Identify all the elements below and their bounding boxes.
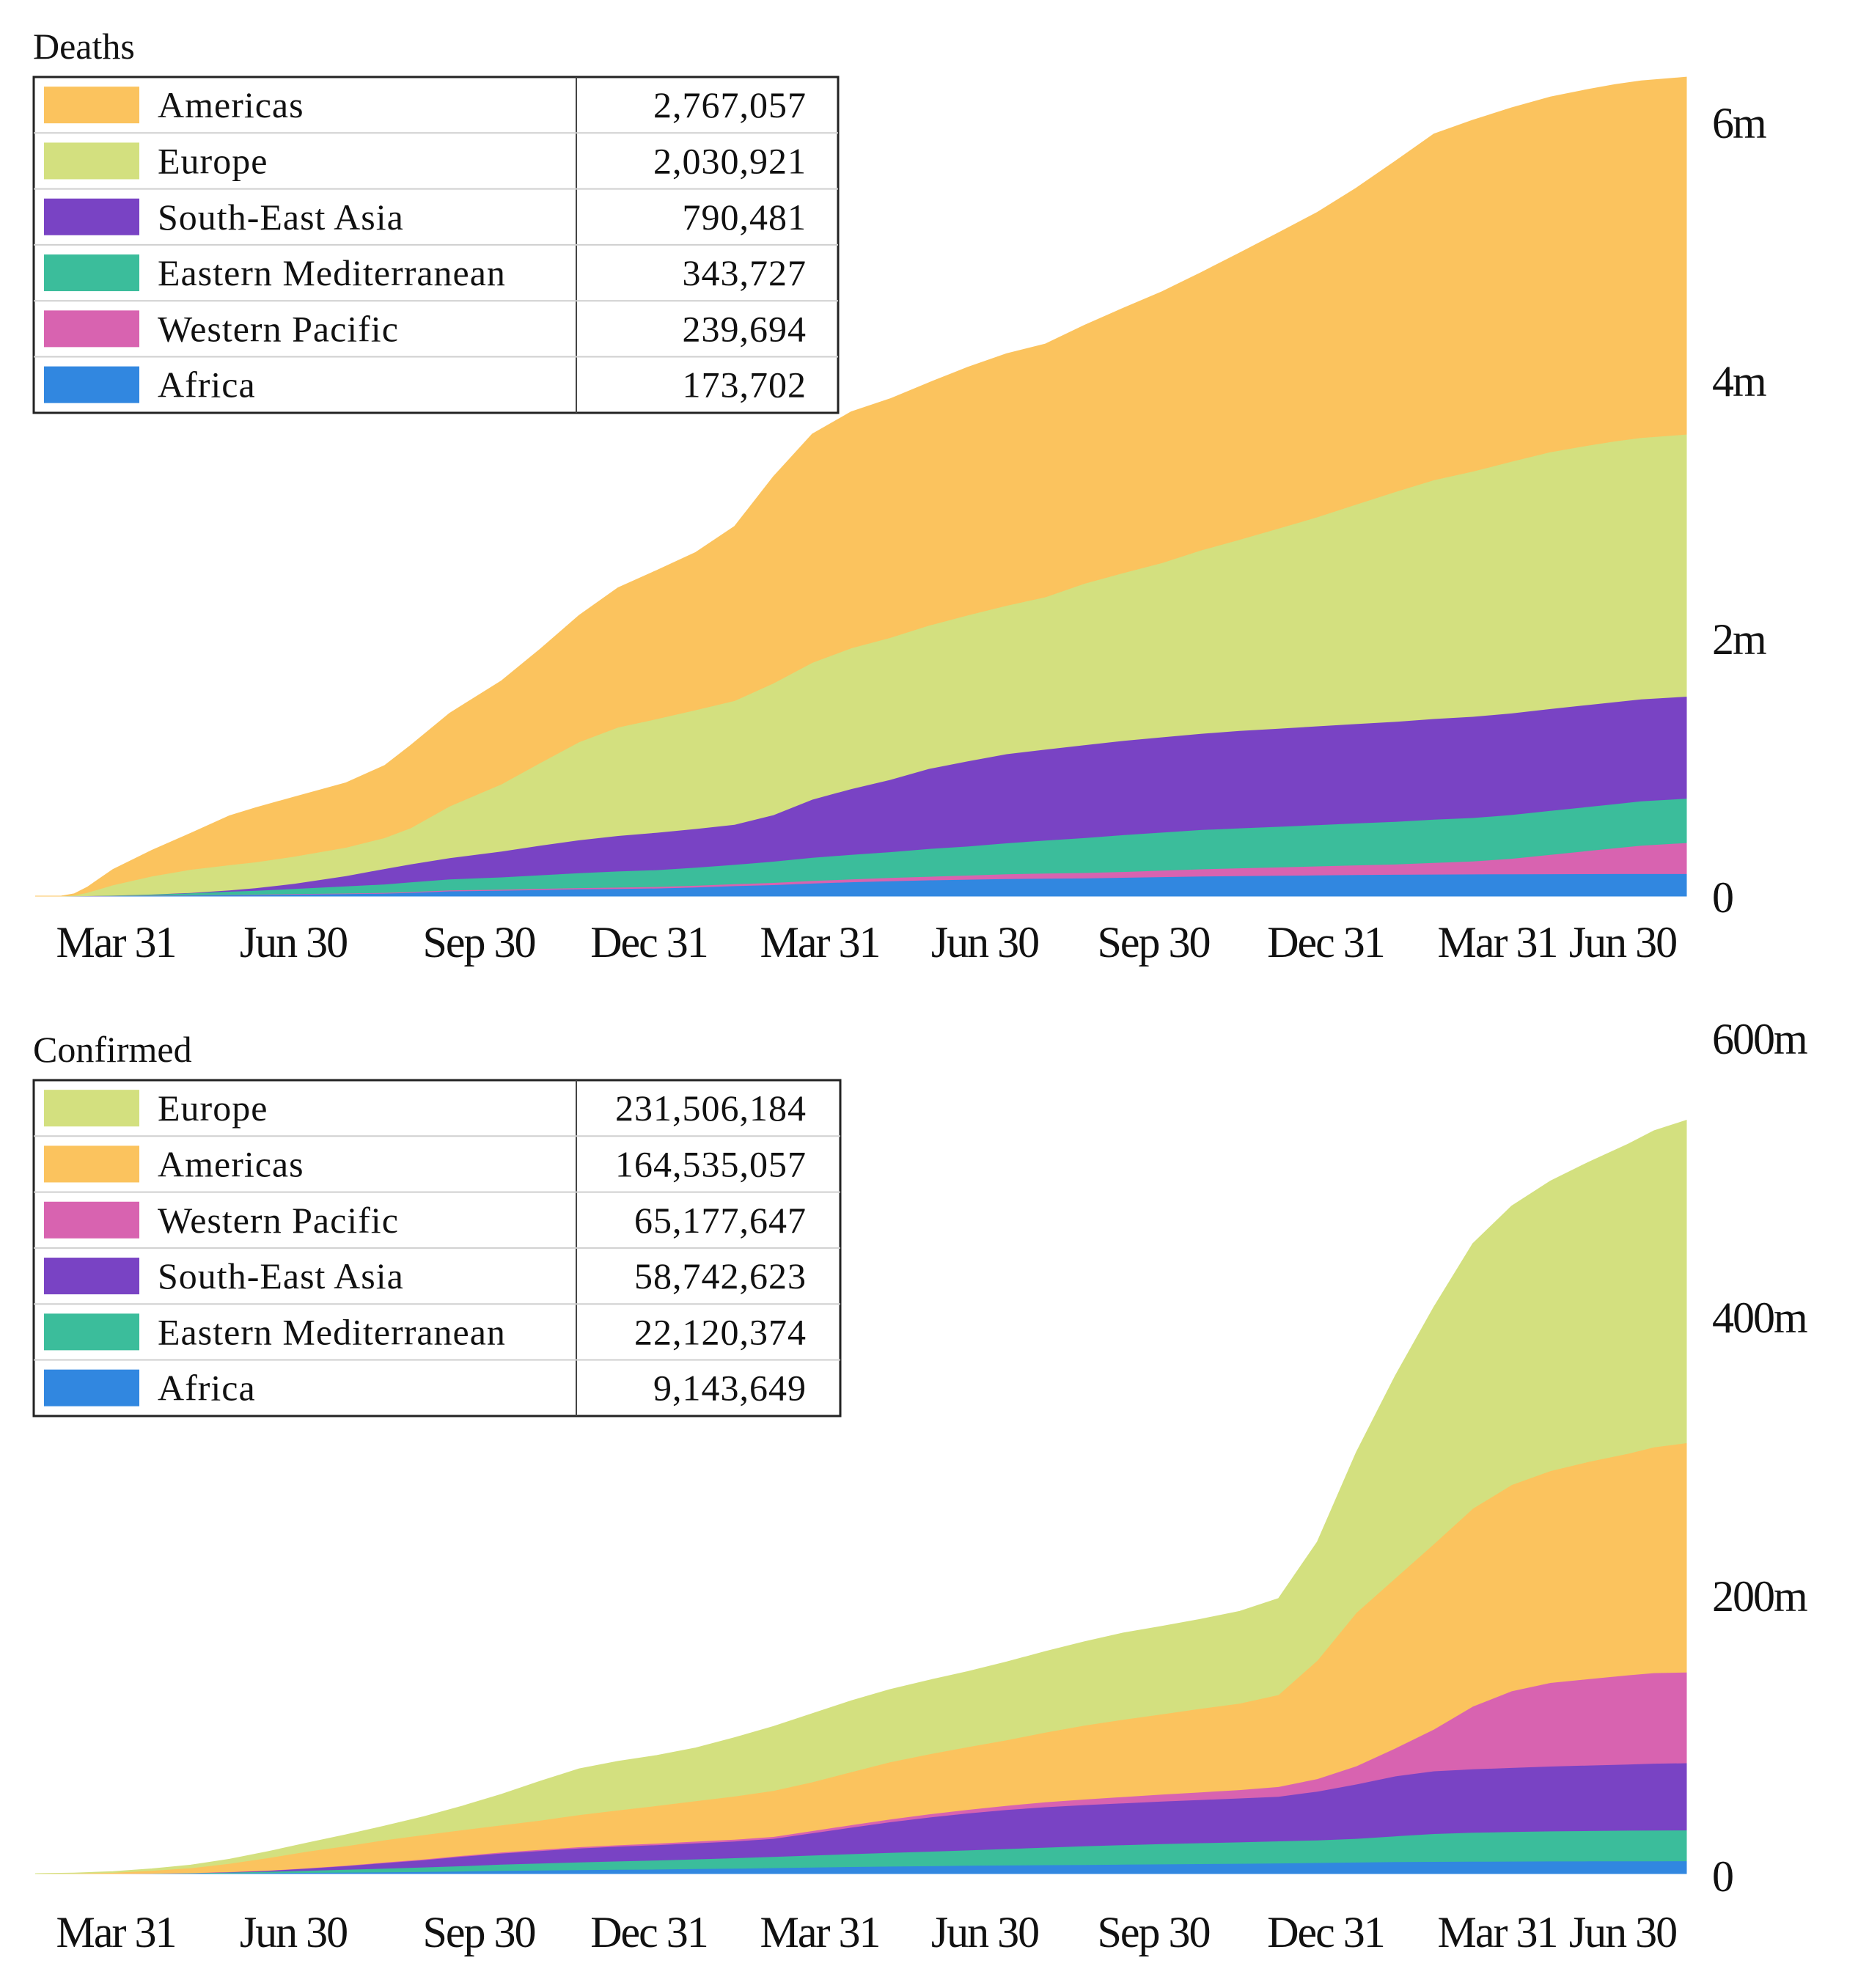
legend-value: 790,481 xyxy=(683,197,807,238)
y-tick-label: 0 xyxy=(1712,1852,1733,1901)
x-tick-label: Jun 30 xyxy=(240,918,347,967)
legend-table: Europe 231,506,184 Americas 164,535,057 West… xyxy=(34,1080,840,1416)
x-tick-label: Jun 30 xyxy=(931,918,1038,967)
x-tick-label: Dec 31 xyxy=(590,918,708,967)
y-tick-label: 400m xyxy=(1712,1294,1807,1342)
legend-swatch xyxy=(44,1090,139,1126)
legend-value: 9,143,649 xyxy=(653,1368,807,1409)
legend-value: 58,742,623 xyxy=(634,1255,807,1296)
legend-swatch xyxy=(44,310,139,347)
x-tick-label: Dec 31 xyxy=(1267,1908,1384,1956)
legend-label: Africa xyxy=(158,1368,256,1409)
x-tick-label: Sep 30 xyxy=(423,918,535,967)
legend-swatch xyxy=(44,1313,139,1350)
legend-label: Eastern Mediterranean xyxy=(158,1311,506,1352)
legend-swatch xyxy=(44,1258,139,1294)
y-tick-label: 0 xyxy=(1712,873,1733,922)
legend-swatch xyxy=(44,199,139,235)
legend-value: 164,535,057 xyxy=(615,1143,807,1184)
legend-value: 2,030,921 xyxy=(653,140,807,181)
legend-value: 2,767,057 xyxy=(653,84,807,125)
y-tick-label: 200m xyxy=(1712,1572,1807,1621)
legend-label: Europe xyxy=(158,1087,268,1129)
x-tick-label: Dec 31 xyxy=(1267,918,1384,967)
legend-row: Eastern Mediterranean 22,120,374 xyxy=(44,1311,807,1352)
x-tick-label: Mar 31 xyxy=(56,918,176,967)
legend-swatch xyxy=(44,367,139,403)
legend-label: South-East Asia xyxy=(158,197,404,238)
legend-label: South-East Asia xyxy=(158,1255,404,1296)
legend-swatch xyxy=(44,1370,139,1406)
legend-value: 231,506,184 xyxy=(615,1087,807,1129)
y-tick-label: 2m xyxy=(1712,615,1766,664)
legend-value: 173,702 xyxy=(683,364,807,406)
chart-title: Deaths xyxy=(33,26,135,67)
legend-swatch xyxy=(44,254,139,291)
legend-value: 22,120,374 xyxy=(634,1311,807,1352)
y-tick-label: 6m xyxy=(1712,99,1766,147)
chart-title: Confirmed xyxy=(33,1029,192,1070)
x-tick-label: Jun 30 xyxy=(931,1908,1038,1956)
x-tick-label: Sep 30 xyxy=(1098,1908,1210,1956)
legend-table: Americas 2,767,057 Europe 2,030,921 South-Ea… xyxy=(34,77,838,413)
legend-swatch xyxy=(44,1202,139,1239)
legend-value: 343,727 xyxy=(683,252,807,293)
x-tick-label: Jun 30 xyxy=(240,1908,347,1956)
x-tick-label: Jun 30 xyxy=(1569,918,1676,967)
y-tick-label: 4m xyxy=(1712,357,1766,406)
legend-label: Americas xyxy=(158,84,304,125)
x-tick-label: Mar 31 xyxy=(1438,1908,1557,1956)
legend-label: Americas xyxy=(158,1143,304,1184)
x-tick-label: Mar 31 xyxy=(1438,918,1557,967)
x-tick-label: Jun 30 xyxy=(1569,1908,1676,1956)
x-tick-label: Mar 31 xyxy=(760,918,880,967)
legend-swatch xyxy=(44,1145,139,1182)
x-tick-label: Sep 30 xyxy=(423,1908,535,1956)
legend-value: 65,177,647 xyxy=(634,1200,807,1241)
legend-label: Western Pacific xyxy=(158,308,399,349)
y-tick-label: 600m xyxy=(1712,1015,1807,1063)
legend-swatch xyxy=(44,87,139,123)
legend-label: Africa xyxy=(158,364,256,406)
x-tick-label: Sep 30 xyxy=(1098,918,1210,967)
legend-label: Western Pacific xyxy=(158,1200,399,1241)
legend-label: Eastern Mediterranean xyxy=(158,252,506,293)
legend-label: Europe xyxy=(158,140,268,181)
x-tick-label: Mar 31 xyxy=(56,1908,176,1956)
x-tick-label: Dec 31 xyxy=(590,1908,708,1956)
legend-row: Eastern Mediterranean 343,727 xyxy=(44,252,807,293)
legend-value: 239,694 xyxy=(683,308,807,349)
x-tick-label: Mar 31 xyxy=(760,1908,880,1956)
chart-canvas: Deaths02m4m6mMar 31 Jun 30 Sep 30 Dec 31 Mar… xyxy=(0,0,1858,1988)
legend-swatch xyxy=(44,142,139,179)
